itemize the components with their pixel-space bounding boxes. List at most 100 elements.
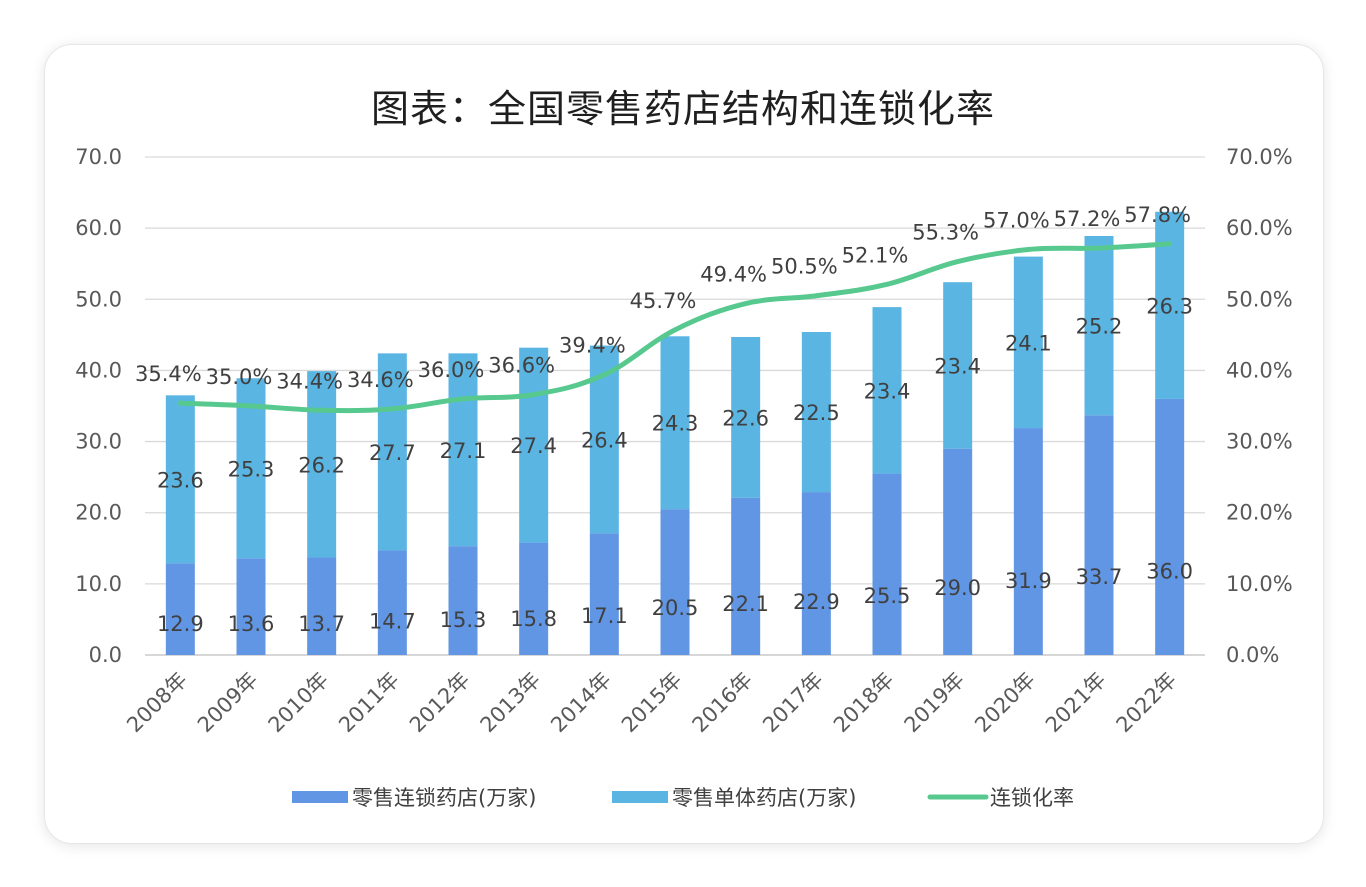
bar-chain <box>801 492 831 655</box>
bar-single <box>872 307 902 474</box>
bar-chain-label: 13.6 <box>228 612 275 636</box>
x-tick-label: 2018年 <box>829 668 899 738</box>
bar-chain-label: 25.5 <box>864 584 911 608</box>
bar-chain <box>165 563 195 655</box>
bar-single-label: 23.4 <box>864 379 911 403</box>
y-tick-label: 20.0 <box>75 501 122 525</box>
bar-single-label: 26.3 <box>1146 294 1193 318</box>
y2-tick-label: 40.0% <box>1226 358 1293 382</box>
y2-tick-label: 60.0% <box>1226 216 1293 240</box>
bar-chain-label: 36.0 <box>1146 559 1193 583</box>
bar-chain <box>236 558 266 655</box>
line-point-label: 45.7% <box>630 289 697 313</box>
x-tick-label: 2016年 <box>688 668 758 738</box>
line-point-label: 34.4% <box>276 369 343 393</box>
line-point-label: 57.2% <box>1054 207 1121 231</box>
bar-chain-label: 22.1 <box>722 592 769 616</box>
bar-single-label: 24.3 <box>652 412 699 436</box>
bar-single <box>801 332 831 493</box>
bar-single <box>731 336 761 498</box>
bar-single <box>1084 235 1114 416</box>
line-point-label: 57.0% <box>983 208 1050 232</box>
y2-tick-label: 20.0% <box>1226 501 1293 525</box>
line-point-label: 35.0% <box>206 365 273 389</box>
x-tick-label: 2013年 <box>476 668 546 738</box>
bar-single <box>377 353 407 551</box>
bar-chain-label: 22.9 <box>793 590 840 614</box>
bar-single-label: 26.4 <box>581 428 628 452</box>
bar-chain-label: 29.0 <box>934 576 981 600</box>
x-tick-label: 2009年 <box>193 668 263 738</box>
bar-chain <box>660 509 690 655</box>
x-tick-label: 2020年 <box>970 668 1040 738</box>
bar-chain <box>1155 398 1185 655</box>
bar-single <box>1013 256 1043 429</box>
y-tick-label: 10.0 <box>75 572 122 596</box>
legend-label: 连锁化率 <box>990 786 1074 810</box>
bar-single <box>165 395 195 564</box>
x-tick-label: 2014年 <box>546 668 616 738</box>
y2-tick-label: 30.0% <box>1226 430 1293 454</box>
x-tick-label: 2021年 <box>1041 668 1111 738</box>
x-tick-label: 2012年 <box>405 668 475 738</box>
bar-single-label: 24.1 <box>1005 331 1052 355</box>
legend-swatch <box>612 791 668 803</box>
bar-chain-label: 15.8 <box>510 607 557 631</box>
line-point-label: 55.3% <box>912 221 979 245</box>
bar-chain <box>872 473 902 655</box>
x-tick-label: 2017年 <box>758 668 828 738</box>
line-point-label: 57.8% <box>1124 203 1191 227</box>
x-tick-label: 2008年 <box>122 668 192 738</box>
line-point-label: 36.6% <box>488 354 555 378</box>
y2-tick-label: 0.0% <box>1226 643 1279 667</box>
y-tick-label: 70.0 <box>75 145 122 169</box>
y-tick-label: 40.0 <box>75 358 122 382</box>
y-tick-label: 50.0 <box>75 287 122 311</box>
bar-chain <box>589 533 619 655</box>
line-point-label: 39.4% <box>559 334 626 358</box>
bar-chain <box>1084 415 1114 655</box>
x-tick-label: 2015年 <box>617 668 687 738</box>
line-point-label: 34.6% <box>347 368 414 392</box>
y-tick-label: 60.0 <box>75 216 122 240</box>
bar-chain-label: 12.9 <box>157 612 204 636</box>
bar-chain-label: 33.7 <box>1076 565 1123 589</box>
y2-tick-label: 10.0% <box>1226 572 1293 596</box>
x-tick-label: 2011年 <box>334 668 404 738</box>
bar-single-label: 22.6 <box>722 406 769 430</box>
bar-single-label: 25.3 <box>228 457 275 481</box>
bar-single <box>943 282 973 449</box>
x-tick-label: 2010年 <box>264 668 334 738</box>
bar-chain-label: 13.7 <box>298 612 345 636</box>
x-tick-label: 2022年 <box>1112 668 1182 738</box>
bar-chain <box>448 546 478 655</box>
line-point-label: 50.5% <box>771 255 838 279</box>
bar-chain-label: 17.1 <box>581 604 628 628</box>
bar-single-label: 27.4 <box>510 434 557 458</box>
bar-chain <box>943 448 973 655</box>
legend-label: 零售单体药店(万家) <box>672 786 856 810</box>
x-tick-label: 2019年 <box>900 668 970 738</box>
line-point-label: 52.1% <box>842 243 909 267</box>
chart-title: 图表：全国零售药店结构和连锁化率 <box>370 87 995 131</box>
y-tick-label: 30.0 <box>75 430 122 454</box>
bar-single <box>307 371 337 558</box>
bar-single-label: 27.7 <box>369 441 416 465</box>
bar-chain <box>377 550 407 655</box>
bar-chain <box>1013 428 1043 655</box>
bar-single <box>519 347 549 543</box>
bar-single-label: 25.2 <box>1076 315 1123 339</box>
bar-single-label: 27.1 <box>440 439 487 463</box>
bar-chain-label: 14.7 <box>369 609 416 633</box>
bar-chain-label: 15.3 <box>440 608 487 632</box>
line-point-label: 49.4% <box>700 263 767 287</box>
bar-chain-label: 31.9 <box>1005 569 1052 593</box>
line-point-label: 35.4% <box>135 362 202 386</box>
bar-single-label: 23.6 <box>157 468 204 492</box>
bar-single-label: 23.4 <box>934 354 981 378</box>
bar-single <box>448 353 478 547</box>
bar-chain-label: 20.5 <box>652 596 699 620</box>
bar-single-label: 26.2 <box>298 453 345 477</box>
bar-single <box>660 336 690 510</box>
